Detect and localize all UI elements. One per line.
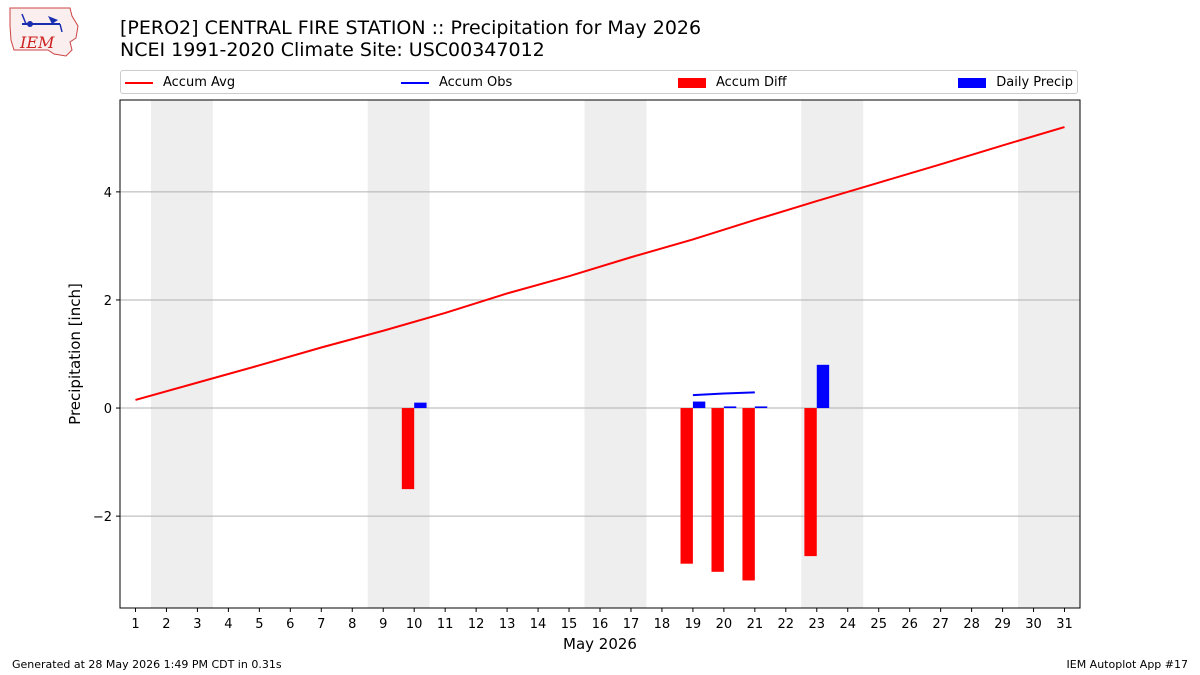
footer-app: IEM Autoplot App #17: [1066, 658, 1189, 671]
legend-item-accum-diff: Accum Diff: [678, 74, 787, 92]
chart-subtitle: NCEI 1991-2020 Climate Site: USC00347012: [120, 39, 545, 61]
legend-label-accum-obs: Accum Obs: [439, 75, 513, 90]
legend-swatch-accum-diff: [678, 77, 706, 88]
legend-label-accum-diff: Accum Diff: [716, 75, 787, 90]
x-tick-label: 13: [499, 617, 516, 632]
x-tick-label: 20: [716, 617, 733, 632]
y-axis-label: Precipitation [inch]: [66, 283, 84, 425]
legend-item-daily-precip: Daily Precip: [958, 74, 1073, 92]
x-tick-label: 9: [379, 617, 387, 632]
x-tick-label: 6: [286, 617, 294, 632]
accum-obs-line: [692, 391, 755, 397]
weekend-bands: [150, 100, 1080, 608]
daily-precip-bar: [414, 402, 427, 409]
footer-generated: Generated at 28 May 2026 1:49 PM CDT in …: [12, 658, 282, 671]
legend-swatch-daily-precip: [958, 77, 987, 88]
series-lines: [135, 126, 1065, 401]
x-tick-label: 24: [839, 617, 856, 632]
legend-item-accum-obs: Accum Obs: [401, 74, 512, 92]
accum-diff-bar: [711, 408, 724, 572]
accum-diff-bar: [401, 408, 415, 490]
weekend-band: [367, 100, 430, 608]
accum-avg-line: [135, 126, 1065, 401]
legend: Accum Avg Accum Obs Accum Diff Daily Pre…: [120, 70, 1078, 94]
daily-precip-bar: [692, 401, 706, 409]
x-tick-label: 8: [348, 617, 356, 632]
weekend-band: [584, 100, 647, 608]
x-tick-label: 2: [162, 617, 170, 632]
x-tick-label: 1: [131, 617, 139, 632]
weekend-band: [1018, 100, 1080, 608]
legend-swatch-accum-avg: [125, 81, 153, 84]
x-tick-label: 3: [193, 617, 201, 632]
x-tick-label: 23: [809, 617, 826, 632]
state-outline-icon: [9, 7, 79, 57]
legend-item-accum-avg: Accum Avg: [125, 74, 235, 92]
x-tick-label: 4: [224, 617, 232, 632]
chart-title: [PERO2] CENTRAL FIRE STATION :: Precipit…: [120, 17, 702, 39]
accum-diff-bar: [680, 408, 693, 564]
x-axis-label: May 2026: [563, 635, 637, 653]
bars: [401, 364, 830, 581]
x-tick-label: 7: [317, 617, 325, 632]
logo-text: IEM: [19, 33, 55, 52]
x-tick-label: 21: [747, 617, 764, 632]
grid-lines: [120, 191, 1080, 517]
x-tick-label: 16: [592, 617, 609, 632]
x-tick-label: 12: [468, 617, 485, 632]
x-tick-label: 17: [623, 617, 640, 632]
daily-precip-bar: [723, 406, 737, 409]
x-tick-label: 29: [994, 617, 1011, 632]
x-tick-label: 18: [654, 617, 671, 632]
x-tick-label: 15: [561, 617, 578, 632]
daily-precip-bar: [754, 406, 768, 409]
x-tick-label: 27: [932, 617, 949, 632]
daily-precip-bar: [816, 364, 830, 409]
y-tick-label: 4: [104, 186, 112, 201]
x-tick-label: 30: [1025, 617, 1042, 632]
x-tick-label: 22: [778, 617, 795, 632]
x-tick-label: 5: [255, 617, 263, 632]
weekend-band: [150, 100, 213, 608]
y-tick-label: 0: [104, 402, 112, 417]
accum-diff-bar: [804, 408, 817, 557]
y-tick-label: −2: [93, 510, 112, 525]
x-tick-label: 19: [685, 617, 702, 632]
iem-logo: IEM: [9, 7, 79, 57]
x-tick-label: 11: [437, 617, 454, 632]
legend-label-daily-precip: Daily Precip: [996, 75, 1073, 90]
y-tick-label: 2: [104, 294, 112, 309]
x-tick-label: 28: [963, 617, 980, 632]
x-tick-label: 25: [870, 617, 887, 632]
x-tick-label: 10: [406, 617, 423, 632]
accum-diff-bar: [742, 408, 755, 581]
x-tick-label: 26: [901, 617, 918, 632]
x-tick-label: 31: [1056, 617, 1073, 632]
x-tick-label: 14: [530, 617, 547, 632]
legend-swatch-accum-obs: [401, 81, 429, 84]
legend-label-accum-avg: Accum Avg: [163, 75, 236, 90]
